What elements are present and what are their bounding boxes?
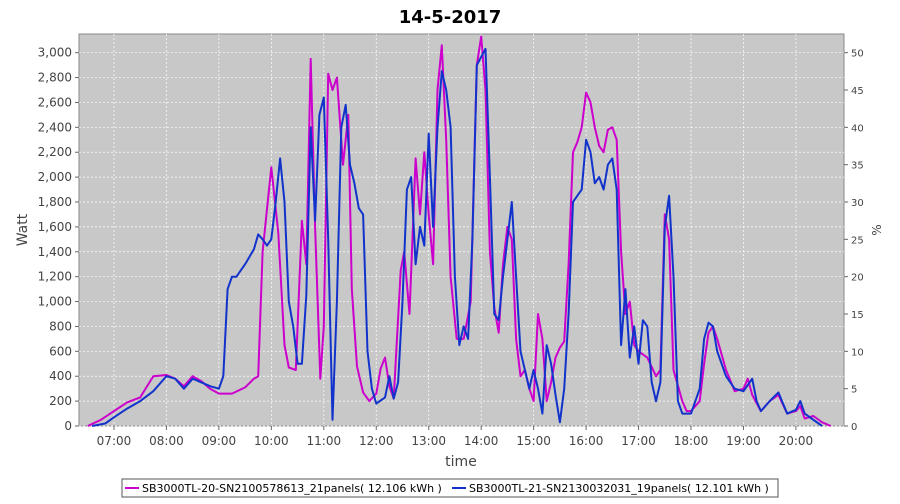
plot-area xyxy=(78,33,845,427)
y-tick-label: 200 xyxy=(49,394,72,408)
y-tick-label: 1,800 xyxy=(38,195,72,209)
legend-label-2: SB3000TL-21-SN2130032031_19panels( 12.10… xyxy=(469,482,769,495)
y-tick-label: 1,200 xyxy=(38,270,72,284)
y-tick-label: 0 xyxy=(64,419,72,433)
y2-tick-label: 5 xyxy=(851,385,857,396)
x-axis-ticks: 07:00 08:00 09:00 10:00 11:00 12:00 13:00 14:00… xyxy=(97,426,814,448)
x-axis-label: time xyxy=(445,454,477,470)
x-tick-label: 19:00 xyxy=(726,434,761,448)
y-tick-label: 800 xyxy=(49,319,72,333)
series-lines xyxy=(87,35,832,427)
legend-label-1: SB3000TL-20-SN2100578613_21panels( 12.10… xyxy=(142,482,442,495)
y2-tick-label: 20 xyxy=(851,273,864,284)
legend xyxy=(121,478,779,498)
y-tick-label: 400 xyxy=(49,369,72,383)
y2-tick-label: 35 xyxy=(851,161,864,172)
y-tick-label: 600 xyxy=(49,344,72,358)
x-tick-label: 13:00 xyxy=(411,434,446,448)
x-tick-label: 15:00 xyxy=(516,434,551,448)
chart-title: 14-5-2017 xyxy=(399,7,502,28)
y-axis-right-ticks: 0 5 10 15 20 25 30 35 40 45 50 xyxy=(844,49,864,433)
x-tick-label: 11:00 xyxy=(307,434,342,448)
x-tick-label: 20:00 xyxy=(779,434,814,448)
y-axis-label: Watt xyxy=(15,213,31,246)
y-tick-label: 3,000 xyxy=(38,46,72,60)
x-tick-label: 12:00 xyxy=(359,434,394,448)
legend-item-2: SB3000TL-21-SN2130032031_19panels( 12.10… xyxy=(452,482,769,495)
y2-tick-label: 45 xyxy=(851,86,864,97)
y-tick-label: 1,400 xyxy=(38,245,72,259)
y2-tick-label: 0 xyxy=(851,422,857,433)
x-tick-label: 09:00 xyxy=(202,434,237,448)
y-tick-label: 2,000 xyxy=(38,170,72,184)
y-tick-label: 1,600 xyxy=(38,220,72,234)
y-tick-label: 1,000 xyxy=(38,295,72,309)
y-axis-left-ticks: 0 200 400 600 800 1,000 1,200 1,400 1,600 1,800 2,… xyxy=(38,46,79,433)
y2-tick-label: 50 xyxy=(851,49,864,60)
y2-tick-label: 25 xyxy=(851,235,864,246)
y-tick-label: 2,400 xyxy=(38,120,72,134)
y-tick-label: 2,600 xyxy=(38,95,72,109)
x-tick-label: 16:00 xyxy=(569,434,604,448)
y-axis-right-label: % xyxy=(870,224,884,235)
x-tick-label: 14:00 xyxy=(464,434,499,448)
y2-tick-label: 30 xyxy=(851,198,864,209)
series-line-2 xyxy=(91,47,823,427)
y2-tick-label: 40 xyxy=(851,123,864,134)
y-tick-label: 2,200 xyxy=(38,145,72,159)
y-tick-label: 2,800 xyxy=(38,71,72,85)
x-tick-label: 17:00 xyxy=(621,434,656,448)
x-tick-label: 08:00 xyxy=(149,434,184,448)
x-tick-label: 18:00 xyxy=(674,434,709,448)
legend-item-1: SB3000TL-20-SN2100578613_21panels( 12.10… xyxy=(125,482,442,495)
y2-tick-label: 10 xyxy=(851,347,864,358)
y2-tick-label: 15 xyxy=(851,310,864,321)
x-tick-label: 10:00 xyxy=(254,434,289,448)
x-tick-label: 07:00 xyxy=(97,434,132,448)
